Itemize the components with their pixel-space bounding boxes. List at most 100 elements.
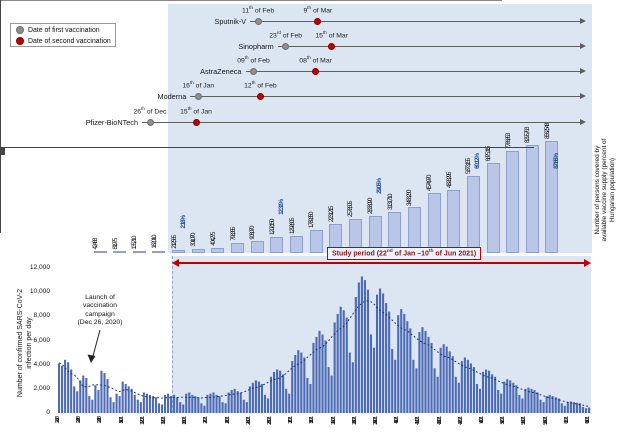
x-tick-mark — [0, 161, 1, 164]
x-tick-label: 1/26/2021 — [182, 418, 189, 425]
label-text: of Jan — [191, 108, 212, 116]
x-tick-label: 2/2/2021 — [203, 418, 210, 424]
y-tick-label: 0 — [46, 409, 50, 416]
first-dose-dot-icon — [250, 67, 257, 75]
second-dose-dot-icon — [256, 92, 264, 100]
vaccine-name: Sputnik-V — [214, 16, 247, 26]
x-tick-label: 12/29/20 — [97, 418, 104, 424]
second-dose-date-label: 12th of Feb — [228, 80, 292, 89]
label-text: 15 — [180, 108, 188, 116]
x-tick-label: 3/23/2021 — [351, 418, 358, 425]
label-text: Study period (22 — [332, 250, 387, 258]
supply-bar — [309, 229, 323, 253]
y-tick-label: 6,000 — [33, 336, 50, 344]
study-period-label: Study period (22nd of Jan –10th of Jun 2… — [327, 247, 482, 261]
x-tick-label: 1/5/2021 — [118, 418, 125, 424]
annotation-arrow-icon — [87, 329, 101, 363]
second-dose-date-label: 15th of Jan — [164, 106, 228, 115]
supply-bar — [250, 241, 264, 253]
supply-bar — [172, 250, 186, 253]
supply-bar — [93, 251, 107, 253]
x-tick-mark — [0, 191, 1, 194]
timeline-legend: Date of first vaccination Date of second… — [10, 23, 116, 47]
x-tick-label: 4/27/2021 — [457, 418, 464, 425]
second-vaccination-dot-icon — [16, 37, 24, 45]
ordinal-suffix: th — [249, 5, 253, 10]
y-axis — [0, 0, 1, 147]
x-tick-mark — [0, 230, 1, 233]
x-tick-label: 3/30/2021 — [372, 418, 379, 425]
second-dose-dot-icon — [192, 118, 200, 126]
x-tick-label: 2/9/2021 — [224, 418, 231, 424]
supply-bar — [211, 247, 225, 253]
y-tick-mark — [0, 153, 5, 154]
ordinal-suffix: th — [187, 106, 192, 111]
x-tick-mark — [0, 179, 1, 182]
x-tick-mark — [0, 221, 1, 224]
x-tick-label: 4/13/2021 — [415, 418, 422, 425]
x-tick-mark — [0, 158, 1, 161]
first-dose-dot-icon — [146, 118, 154, 126]
vaccine-name: Pfizer-BioNTech — [85, 117, 138, 127]
x-tick-mark — [0, 173, 1, 176]
supply-bar — [270, 237, 284, 253]
ordinal-suffix: rd — [276, 30, 281, 35]
x-tick-mark — [0, 203, 1, 206]
second-dose-dot-icon — [312, 67, 320, 75]
timeline-line — [190, 95, 580, 97]
x-tick-mark — [0, 185, 1, 188]
first-dose-dot-icon — [254, 17, 262, 25]
label-text: 12 — [244, 82, 252, 90]
x-tick-label: 5/11/2021 — [500, 418, 507, 425]
supply-bar — [486, 163, 500, 253]
y-tick-label: 8,000 — [33, 312, 50, 320]
y-tick-label: 10,000 — [29, 288, 50, 296]
x-tick-label: 1/12/2021 — [139, 418, 146, 425]
supply-bar — [231, 242, 245, 253]
x-axis — [0, 147, 534, 148]
x-tick-label: 5/4/2021 — [478, 418, 485, 424]
supply-bar — [191, 249, 205, 253]
launch-annotation-line: Launch of — [85, 294, 115, 301]
timeline-arrow-icon — [580, 43, 586, 49]
supply-bar — [290, 236, 303, 253]
study-period-arrow-left-icon — [172, 259, 179, 267]
second-dose-date-label: 08th of Mar — [284, 55, 348, 64]
ordinal-suffix: th — [306, 55, 311, 60]
timeline-arrow-icon — [580, 18, 586, 24]
x-tick-mark — [0, 170, 1, 173]
second-dose-dot-icon — [314, 17, 322, 25]
ordinal-suffix: nd — [386, 249, 393, 254]
label-text: 23 — [269, 32, 277, 40]
launch-annotation: Launch of vaccination campaign (Dec 26, 202… — [56, 294, 144, 327]
y-tick-label: 12,000 — [29, 264, 50, 271]
study-period-arrow-right-icon — [584, 259, 591, 267]
ordinal-suffix: th — [307, 5, 312, 10]
first-dose-dot-icon — [194, 92, 202, 100]
label-text: of Dec — [144, 108, 167, 116]
first-dose-date-label: 11th of Feb — [226, 5, 290, 14]
x-tick-mark — [0, 212, 1, 215]
x-tick-label: 5/25/2021 — [542, 418, 549, 425]
vaccine-name: Sinopharm — [238, 41, 274, 51]
x-tick-label: 6/1/2021 — [563, 418, 570, 424]
label-text: of Mar — [310, 57, 332, 65]
epi-bars-svg — [58, 276, 591, 414]
x-tick-mark — [0, 224, 1, 227]
label-text: 11 — [242, 7, 250, 15]
label-text: of Feb — [280, 32, 303, 40]
study-period-arrow — [178, 262, 584, 264]
y-tick-mark — [0, 149, 5, 150]
x-tick-mark — [0, 164, 1, 167]
legend-second-row: Date of second vaccination — [11, 35, 115, 46]
x-tick-mark — [0, 188, 1, 191]
timeline-line — [277, 45, 580, 47]
first-dose-dot-icon — [282, 42, 290, 50]
x-tick-label: 6/8/2021 — [584, 418, 591, 424]
y-tick-mark — [0, 152, 5, 153]
x-tick-mark — [0, 218, 1, 221]
y-tick-mark — [0, 151, 5, 152]
vaccination-timeline: Sputnik-V 11th of Feb 9th of Mar Sinopharm 2… — [0, 0, 622, 135]
x-tick-mark — [0, 215, 1, 218]
